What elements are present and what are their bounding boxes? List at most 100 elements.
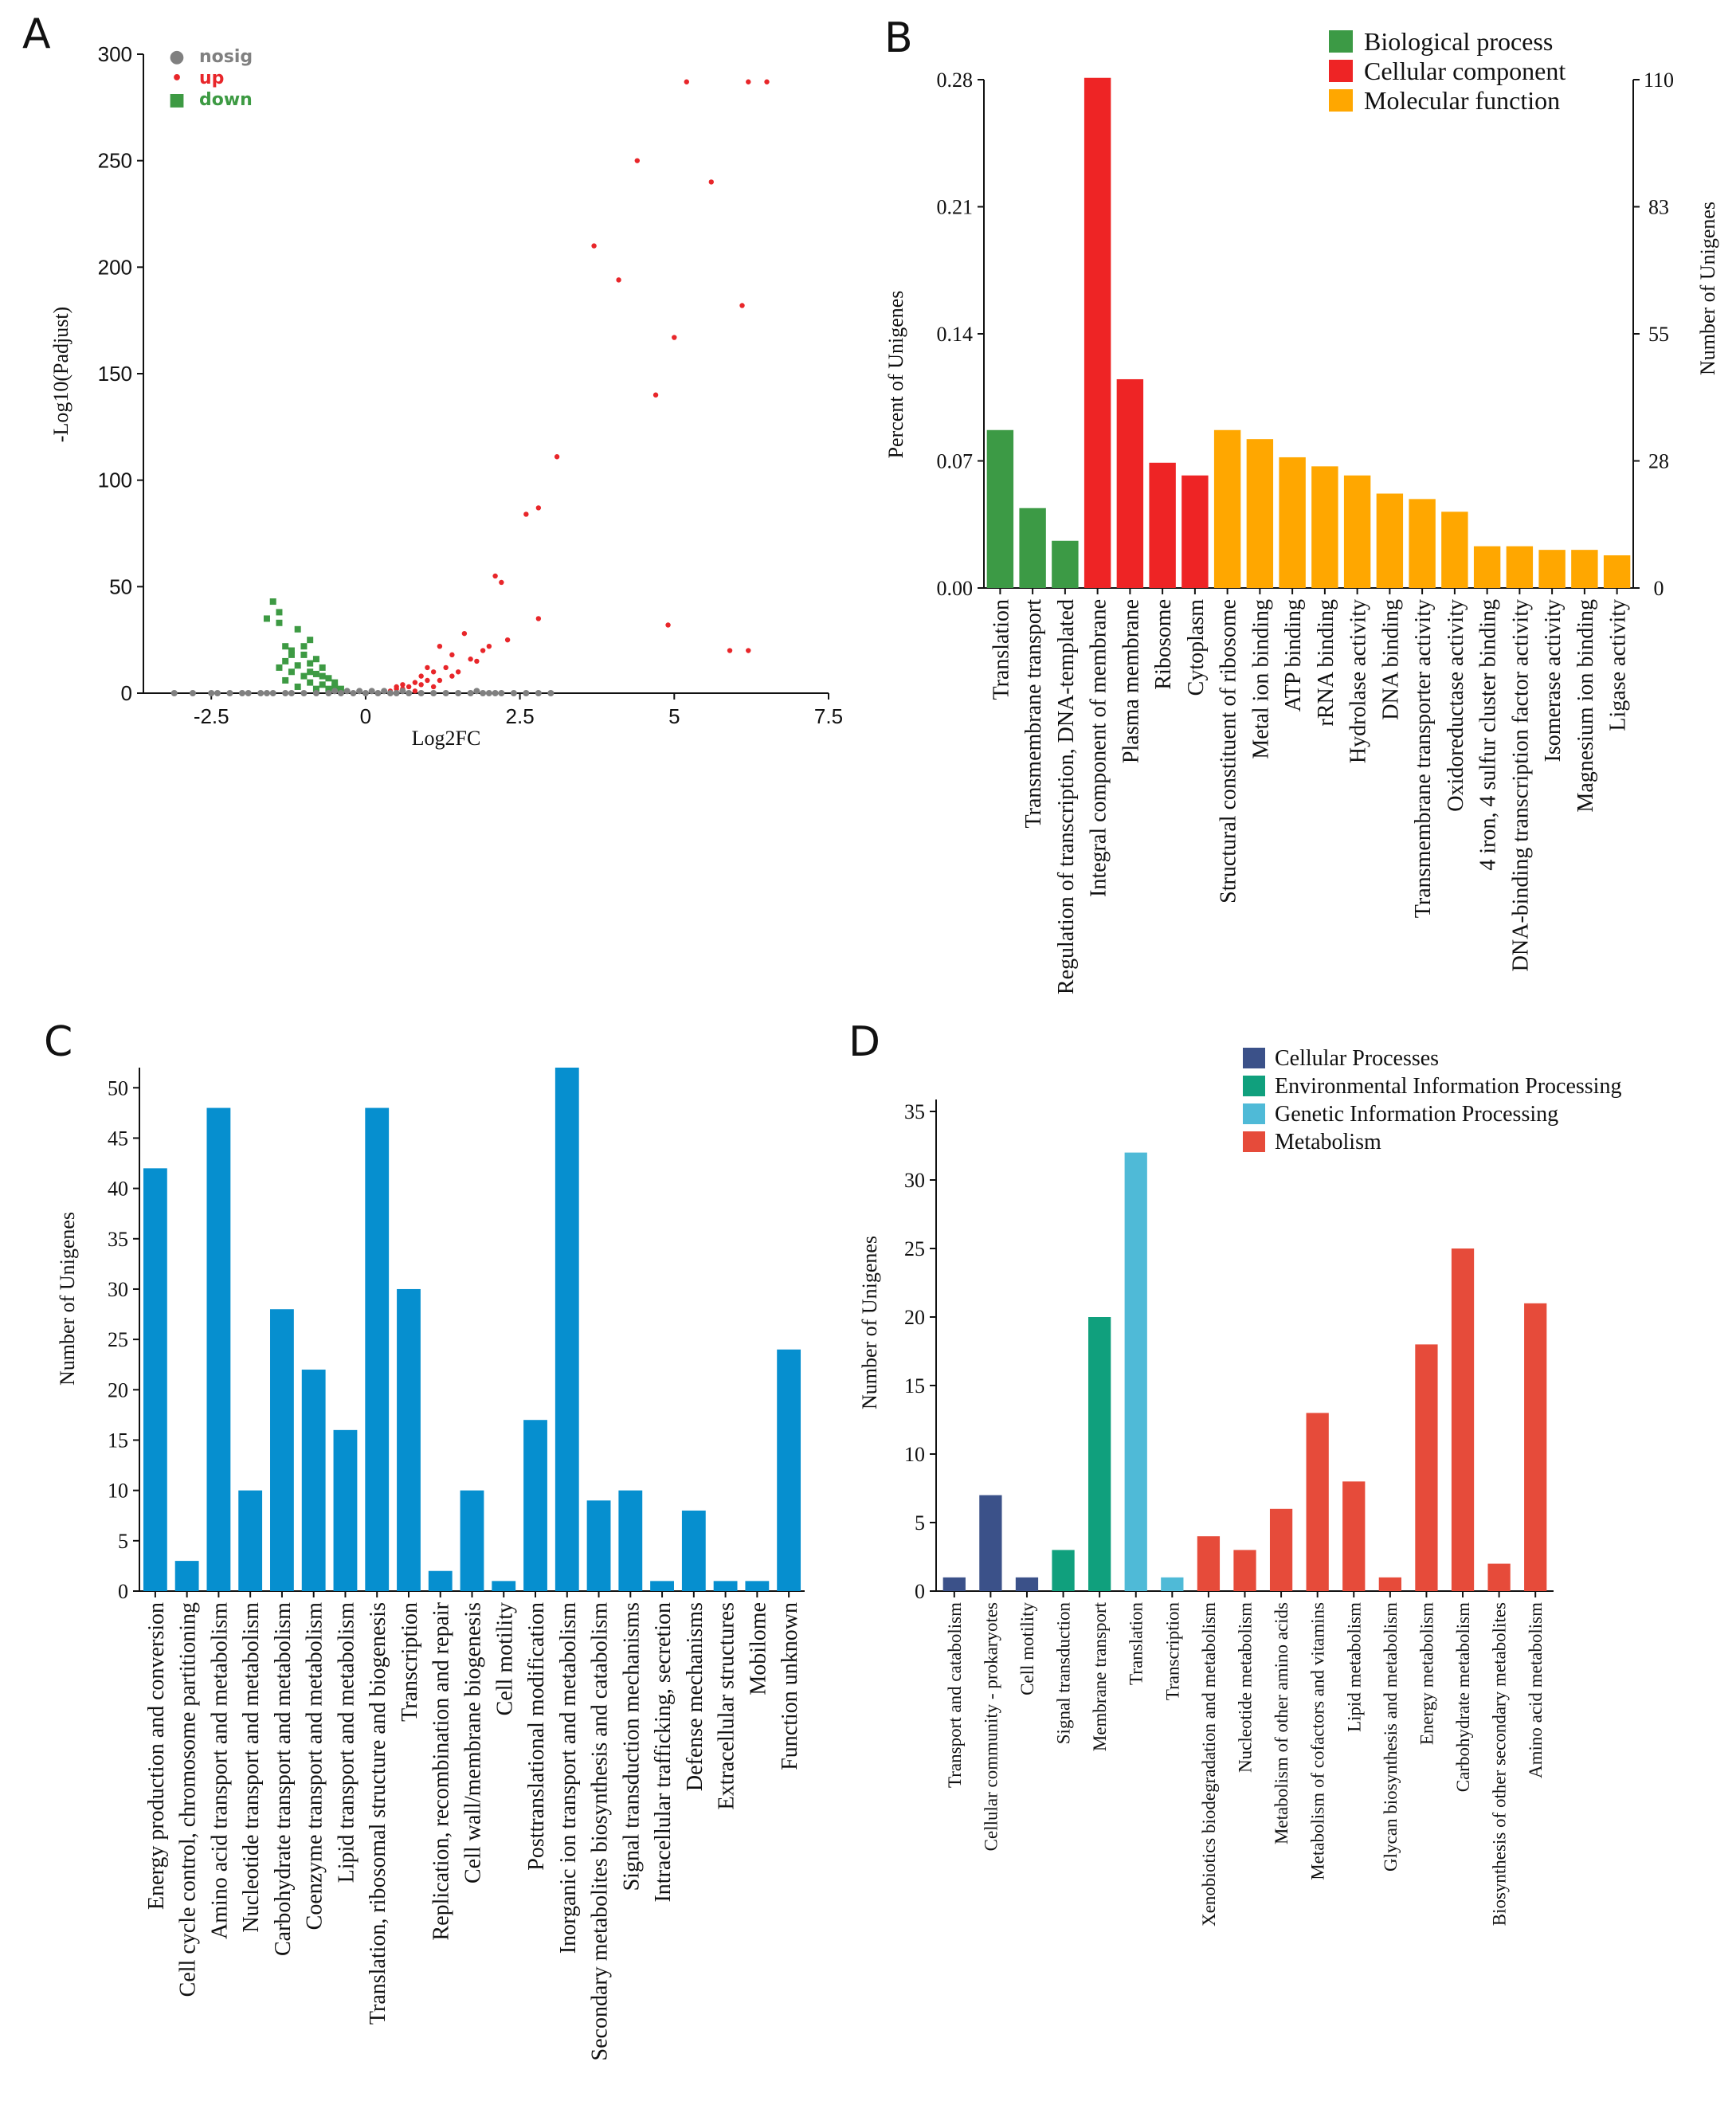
category-label: Transcription: [1162, 1602, 1182, 1701]
y-tick-label: 20: [904, 1306, 925, 1329]
bar-nucleotide-metabolism: [1233, 1550, 1256, 1591]
panel-letter-d: D: [848, 1018, 880, 1066]
point-up: [535, 505, 542, 511]
category-label: Amino acid metabolism: [1526, 1602, 1546, 1778]
point-down: [325, 685, 332, 692]
point-nosig: [214, 690, 221, 696]
point-up: [449, 652, 455, 658]
y-tick-label: 0: [915, 1580, 925, 1603]
bar-transport-and-catabolism: [942, 1577, 966, 1591]
x-tick-label: 5: [668, 704, 680, 728]
bar-ligase-activity: [1603, 555, 1631, 588]
bar-metabolism-of-cofactors-and-vitamins: [1306, 1413, 1329, 1591]
bar-inorganic-ion-transport-and-metabolism: [555, 1068, 579, 1591]
category-label: Metal ion binding: [1248, 599, 1273, 759]
point-down: [307, 668, 314, 676]
point-up: [746, 648, 751, 653]
y-tick-label: 35: [904, 1100, 925, 1123]
point-nosig: [170, 690, 178, 696]
bar-xenobiotics-biodegradation-and-metabolism: [1197, 1536, 1221, 1591]
category-label: Signal transduction mechanisms: [619, 1602, 644, 1891]
y-tick-label: 300: [98, 42, 132, 66]
y-tick-label: 250: [98, 149, 132, 173]
bar-rrna-binding: [1311, 466, 1338, 588]
point-up: [418, 682, 424, 688]
point-nosig: [312, 690, 319, 696]
bar-intracellular-trafficking-secretion: [650, 1581, 674, 1591]
legend-swatch-molecular-function: [1329, 89, 1353, 112]
x-tick-label: -2.5: [194, 704, 229, 728]
point-up: [739, 303, 745, 308]
y-tick-label: 40: [108, 1178, 128, 1201]
point-up: [616, 277, 621, 283]
bar-biosynthesis-of-other-secondary-metabolites: [1487, 1563, 1511, 1591]
category-label: Signal transduction: [1054, 1602, 1074, 1745]
y2-tick-label: 110: [1644, 69, 1674, 92]
point-up: [443, 664, 449, 671]
category-label: Translation: [989, 599, 1013, 700]
point-up: [425, 677, 430, 684]
bar-energy-production-and-conversion: [143, 1168, 167, 1591]
point-down: [319, 681, 326, 688]
point-nosig: [535, 690, 542, 696]
x-tick-label: 2.5: [506, 704, 535, 728]
point-down: [312, 685, 319, 692]
point-nosig: [480, 690, 487, 696]
bar-isomerase-activity: [1538, 550, 1566, 588]
point-nosig: [189, 690, 196, 696]
point-nosig: [282, 690, 289, 696]
bar-translation: [1124, 1152, 1147, 1591]
point-up: [455, 669, 461, 675]
category-label: Translation, ribosomal structure and bio…: [366, 1602, 390, 2025]
bar-defense-mechanisms: [681, 1510, 706, 1591]
category-label: Cell motility: [492, 1602, 517, 1715]
point-up: [437, 677, 443, 684]
point-up: [425, 664, 430, 671]
point-up: [499, 579, 504, 586]
y-tick-label: 5: [915, 1511, 925, 1535]
point-up: [474, 658, 480, 664]
bar-integral-component-of-membrane: [1084, 77, 1111, 588]
bar-atp-binding: [1279, 457, 1306, 588]
point-up: [684, 79, 690, 84]
point-nosig: [381, 688, 388, 695]
category-label: Transport and catabolism: [945, 1602, 965, 1788]
point-up: [400, 682, 406, 688]
y-tick-label: 50: [108, 1076, 128, 1099]
point-down: [331, 683, 339, 690]
category-label: Mobilome: [746, 1602, 770, 1695]
category-label: DNA-binding transcription factor activit…: [1508, 599, 1533, 971]
point-nosig: [399, 688, 406, 695]
category-label: Cell cycle control, chromosome partition…: [176, 1602, 201, 1997]
bar-amino-acid-metabolism: [1524, 1303, 1547, 1591]
category-label: Magnesium ion binding: [1573, 599, 1598, 813]
legend-swatch-cellular-processes: [1243, 1048, 1265, 1068]
point-nosig: [300, 690, 308, 696]
point-nosig: [430, 690, 437, 696]
legend-label-up: up: [199, 69, 224, 88]
bar-hydrolase-activity: [1343, 475, 1371, 588]
y2-tick-label: 55: [1648, 323, 1669, 346]
x-axis-title: Log2FC: [412, 727, 481, 750]
category-label: rRNA binding: [1314, 599, 1338, 726]
y-tick-label: 150: [98, 362, 132, 386]
point-up: [504, 637, 511, 643]
bar-secondary-metabolites-biosynthesis-and-catabolism: [586, 1500, 611, 1591]
category-label: Plasma membrane: [1119, 599, 1143, 763]
bar-carbohydrate-transport-and-metabolism: [270, 1309, 294, 1591]
point-up: [492, 573, 498, 579]
point-down: [288, 647, 295, 654]
category-label: Structural constituent of ribosome: [1217, 599, 1241, 904]
category-label: Posttranslational modification: [524, 1602, 549, 1871]
bar-cellular-community-prokaryotes: [979, 1495, 1002, 1591]
y-tick-label: 0: [118, 1580, 128, 1603]
point-nosig: [245, 690, 252, 696]
legend-label-environmental-information-processing: Environmental Information Processing: [1275, 1074, 1621, 1099]
y-axis-title: Number of Unigenes: [858, 1236, 881, 1409]
point-down: [307, 660, 314, 667]
point-nosig: [362, 690, 369, 696]
point-up: [591, 243, 597, 249]
point-up: [665, 622, 671, 628]
category-label: Inorganic ion transport and metabolism: [556, 1602, 581, 1954]
legend-label-biological-process: Biological process: [1364, 27, 1553, 56]
